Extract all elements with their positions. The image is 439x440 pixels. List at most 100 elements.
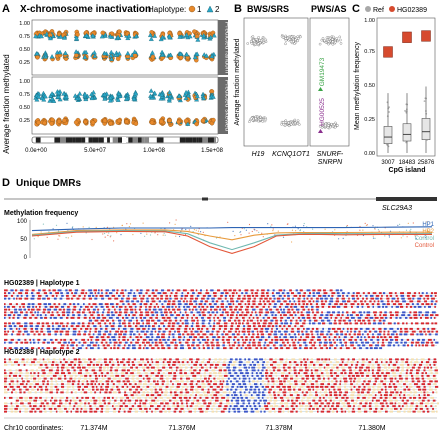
cpg-call <box>287 385 291 388</box>
ideogram-band <box>75 137 82 143</box>
cpg-call <box>145 358 149 361</box>
panel-a-ylabel: Average fraction methylated <box>2 54 11 153</box>
cpg-call <box>206 344 210 347</box>
cpg-call <box>4 292 7 295</box>
cpg-call <box>82 311 85 314</box>
cpg-call <box>356 336 359 339</box>
cpg-call <box>65 402 67 405</box>
cpg-call <box>9 377 14 380</box>
panel-c: C Ref HG02389 Mean methylation frequency… <box>352 3 436 174</box>
cpg-call <box>321 311 323 314</box>
cpg-call <box>357 377 361 380</box>
cpg-call <box>113 347 116 350</box>
cpg-call <box>171 289 174 292</box>
cpg-call <box>81 363 83 366</box>
cpg-call <box>174 316 178 319</box>
cpg-call <box>425 303 430 306</box>
cpg-call <box>320 347 324 350</box>
cpg-call <box>419 407 423 410</box>
cpg-call <box>366 391 370 394</box>
cpg-call <box>235 380 239 383</box>
cpg-call <box>109 330 112 333</box>
cpg-call <box>134 308 137 311</box>
cpg-call <box>407 394 411 397</box>
cpg-call <box>197 333 200 336</box>
cpg-call <box>245 388 248 391</box>
cpg-call <box>335 289 339 292</box>
cpg-call <box>416 369 420 372</box>
cpg-call <box>426 292 428 295</box>
cpg-call <box>215 300 219 303</box>
cpg-call <box>233 289 237 292</box>
cpg-call <box>344 333 347 336</box>
cpg-call <box>291 292 294 295</box>
cpg-call <box>399 305 404 308</box>
cpg-call <box>394 388 397 391</box>
cpg-call <box>59 330 64 333</box>
cpg-call <box>239 388 242 391</box>
cpg-call <box>83 308 86 311</box>
cpg-call <box>59 361 62 364</box>
cpg-call <box>123 363 126 366</box>
cpg-call <box>330 316 332 319</box>
cpg-call <box>24 399 28 402</box>
cpg-call <box>407 410 412 413</box>
cpg-call <box>191 344 195 347</box>
cpg-call <box>75 338 78 341</box>
cpg-call <box>355 366 358 369</box>
b-point <box>296 39 299 43</box>
cpg-call <box>109 322 112 325</box>
b-point <box>284 39 288 42</box>
ideogram-band <box>60 137 66 143</box>
cpg-call <box>352 292 355 295</box>
cpg-call <box>100 363 103 366</box>
cpg-call <box>242 383 247 386</box>
cpg-call <box>273 402 276 405</box>
cpg-call <box>237 344 241 347</box>
cpg-call <box>59 396 64 399</box>
cpg-call <box>97 347 100 350</box>
cpg-call <box>227 363 230 366</box>
cpg-call <box>33 341 36 344</box>
cpg-call <box>4 383 7 386</box>
cpg-call <box>346 311 349 314</box>
cpg-call <box>299 366 303 369</box>
cpg-call <box>335 300 339 303</box>
cpg-call <box>404 330 409 333</box>
cpg-call <box>30 308 35 311</box>
cpg-call <box>144 380 147 383</box>
cpg-call <box>31 388 35 391</box>
cpg-call <box>114 311 118 314</box>
cpg-call <box>113 341 118 344</box>
cpg-call <box>251 372 254 375</box>
cpg-call <box>260 336 265 339</box>
cpg-call <box>259 297 263 300</box>
cpg-call <box>363 410 368 413</box>
b-point <box>257 119 260 123</box>
cpg-call <box>378 383 381 386</box>
cpg-call <box>84 402 87 405</box>
cpg-call <box>62 405 66 408</box>
track-dot <box>258 231 260 233</box>
cpg-call <box>308 363 312 366</box>
cpg-call <box>42 341 46 344</box>
cpg-call <box>50 380 53 383</box>
cpg-call <box>202 314 206 317</box>
cpg-call <box>416 385 421 388</box>
cpg-call <box>12 316 15 319</box>
cpg-call <box>102 369 106 372</box>
cpg-call <box>36 292 40 295</box>
cpg-call <box>139 294 141 297</box>
cpg-call <box>359 338 363 341</box>
cpg-call <box>129 333 132 336</box>
ideogram-band <box>107 137 110 143</box>
hap2-point <box>90 33 96 38</box>
cpg-call <box>420 316 422 319</box>
cpg-call <box>24 410 28 413</box>
cpg-call <box>250 410 255 413</box>
cpg-call <box>223 361 226 364</box>
cpg-call <box>435 391 438 394</box>
cpg-call <box>283 380 286 383</box>
cpg-call <box>98 374 101 377</box>
cpg-call <box>296 394 300 397</box>
